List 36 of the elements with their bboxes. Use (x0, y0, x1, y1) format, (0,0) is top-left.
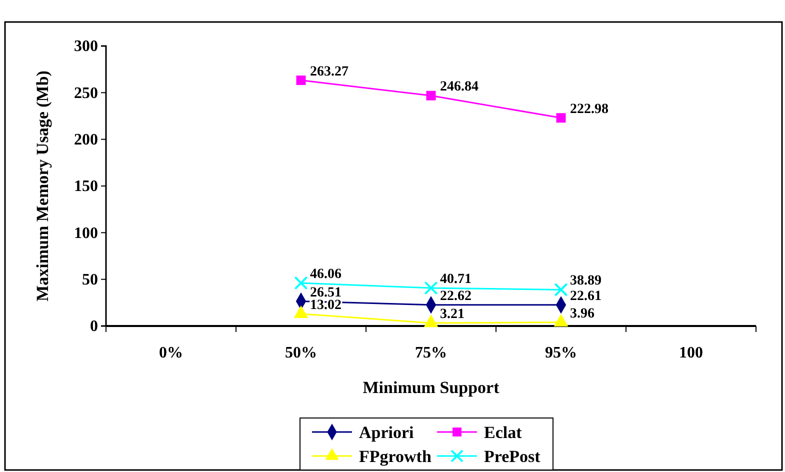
data-label: 38.89 (570, 274, 602, 289)
data-label: 26.51 (310, 285, 342, 300)
data-label: 246.84 (440, 80, 478, 95)
y-tick-label: 50 (82, 271, 98, 288)
x-tick-label: 50% (285, 344, 317, 362)
point (554, 282, 568, 297)
point (556, 113, 566, 123)
data-label: 13.02 (310, 298, 342, 313)
data-label: 263.27 (310, 64, 348, 80)
legend-label: FPgrowth (359, 447, 432, 466)
data-label: 22.62 (440, 288, 472, 304)
y-tick-label: 300 (74, 38, 98, 56)
legend-label: Apriori (359, 423, 414, 442)
data-label: 3.21 (440, 307, 464, 322)
x-tick-label: 0% (159, 344, 183, 362)
x-tick-label: 75% (415, 344, 447, 362)
y-axis-title: Maximum Memory Usage (Mb) (33, 70, 52, 302)
data-label: 46.06 (310, 267, 342, 282)
y-tick-label: 100 (74, 224, 98, 242)
data-label: 40.71 (440, 272, 472, 288)
y-tick-label: 0 (90, 318, 98, 336)
x-tick-label: 100 (679, 344, 703, 362)
point (296, 76, 306, 86)
y-tick-label: 150 (74, 178, 98, 196)
x-tick-label: 95% (545, 344, 577, 362)
data-label: 3.96 (570, 306, 594, 322)
point (424, 281, 438, 295)
y-tick-label: 250 (74, 84, 98, 102)
point (294, 276, 308, 290)
legend-label: PrePost (484, 447, 541, 466)
legend-label: Eclat (484, 423, 522, 442)
point (426, 90, 436, 100)
data-label: 222.98 (570, 102, 608, 117)
x-axis-title: Minimum Support (362, 378, 500, 397)
data-label: 22.61 (570, 288, 602, 304)
y-tick-label: 200 (74, 131, 98, 148)
